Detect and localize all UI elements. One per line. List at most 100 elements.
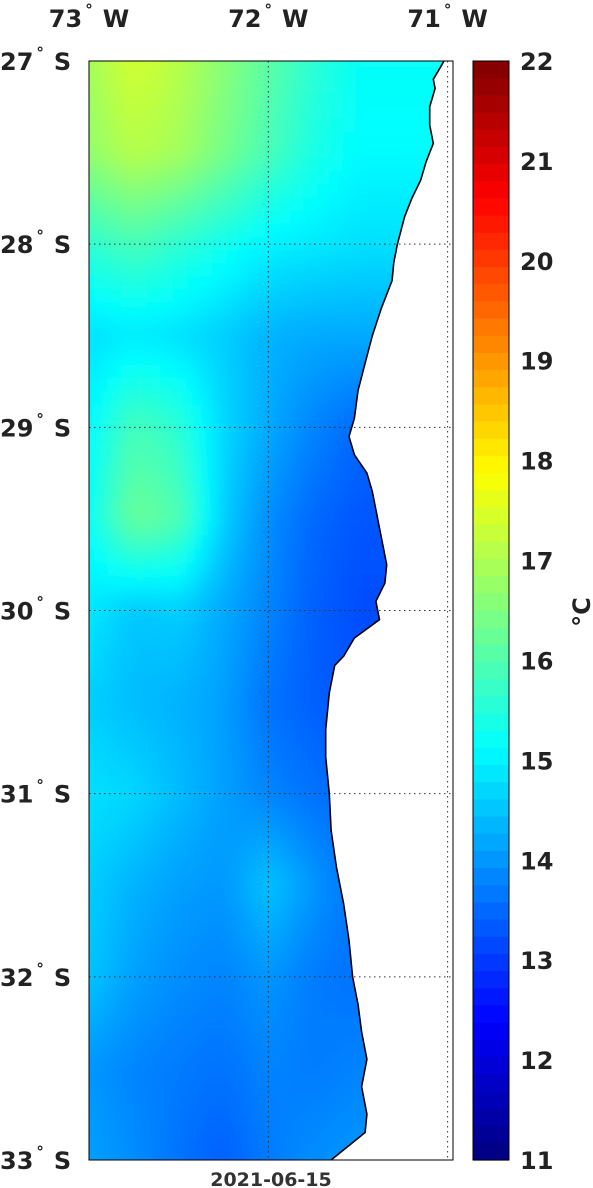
sst-cell	[199, 340, 213, 354]
sst-cell	[225, 977, 239, 991]
sst-cell	[290, 535, 304, 549]
sst-cell	[290, 392, 304, 406]
sst-cell	[329, 574, 343, 588]
sst-cell	[160, 145, 174, 159]
sst-cell	[459, 405, 473, 419]
colorbar-band	[473, 301, 509, 320]
sst-cell	[238, 1055, 252, 1069]
sst-cell	[251, 561, 265, 575]
sst-cell	[342, 1029, 356, 1043]
colorbar-band	[473, 558, 509, 577]
sst-cell	[95, 1094, 109, 1108]
sst-cell	[121, 171, 135, 185]
sst-cell	[199, 1055, 213, 1069]
degree-symbol: °	[36, 410, 44, 428]
sst-cell	[355, 613, 369, 627]
sst-cell	[147, 1146, 161, 1160]
sst-cell	[238, 639, 252, 653]
sst-cell	[381, 132, 395, 146]
sst-cell	[121, 353, 135, 367]
sst-cell	[225, 808, 239, 822]
sst-cell	[160, 1172, 174, 1186]
sst-cell	[121, 665, 135, 679]
sst-cell	[147, 626, 161, 640]
sst-cell	[433, 1159, 447, 1160]
sst-cell	[264, 249, 278, 263]
sst-cell	[108, 470, 122, 484]
sst-cell	[238, 106, 252, 120]
sst-cell	[225, 483, 239, 497]
sst-cell	[394, 119, 408, 133]
sst-cell	[290, 106, 304, 120]
sst-cell	[290, 223, 304, 237]
sst-cell	[134, 80, 148, 94]
sst-cell	[329, 301, 343, 315]
sst-cell	[147, 574, 161, 588]
sst-cell	[95, 795, 109, 809]
sst-cell	[290, 379, 304, 393]
sst-cell	[160, 600, 174, 614]
sst-cell	[212, 288, 226, 302]
sst-cell	[368, 93, 382, 107]
sst-cell	[212, 106, 226, 120]
sst-cell	[160, 275, 174, 289]
sst-cell	[134, 223, 148, 237]
sst-cell	[277, 470, 291, 484]
sst-cell	[303, 951, 317, 965]
sst-cell	[290, 912, 304, 926]
sst-cell	[89, 444, 96, 458]
sst-cell	[303, 197, 317, 211]
sst-cell	[329, 964, 343, 978]
sst-cell	[121, 314, 135, 328]
sst-cell	[316, 912, 330, 926]
sst-cell	[251, 574, 265, 588]
sst-cell	[277, 457, 291, 471]
sst-cell	[290, 145, 304, 159]
sst-cell	[147, 834, 161, 848]
sst-cell	[303, 756, 317, 770]
sst-cell	[446, 1159, 453, 1160]
sst-cell	[89, 470, 96, 484]
sst-cell	[147, 522, 161, 536]
sst-cell	[108, 61, 122, 68]
sst-cell	[290, 1068, 304, 1082]
sst-cell	[329, 184, 343, 198]
sst-cell	[160, 444, 174, 458]
sst-cell	[316, 613, 330, 627]
sst-cell	[199, 67, 213, 81]
sst-cell	[134, 548, 148, 562]
sst-cell	[199, 990, 213, 1004]
sst-cell	[342, 600, 356, 614]
sst-cell	[121, 1159, 135, 1160]
sst-cell	[160, 1042, 174, 1056]
sst-cell	[225, 691, 239, 705]
sst-cell	[277, 613, 291, 627]
sst-cell	[264, 275, 278, 289]
sst-cell	[316, 1146, 330, 1160]
sst-cell	[186, 288, 200, 302]
sst-cell	[69, 678, 83, 692]
sst-cell	[199, 379, 213, 393]
sst-cell	[225, 574, 239, 588]
sst-cell	[355, 587, 369, 601]
sst-cell	[459, 1016, 473, 1030]
sst-cell	[238, 613, 252, 627]
sst-cell	[134, 756, 148, 770]
sst-cell	[95, 366, 109, 380]
sst-cell	[277, 652, 291, 666]
sst-cell	[264, 886, 278, 900]
colorbar-band	[473, 112, 509, 131]
sst-cell	[225, 132, 239, 146]
sst-cell	[251, 834, 265, 848]
sst-cell	[134, 691, 148, 705]
sst-cell	[264, 158, 278, 172]
sst-cell	[121, 431, 135, 445]
sst-cell	[264, 574, 278, 588]
sst-cell	[225, 158, 239, 172]
sst-cell	[238, 262, 252, 276]
sst-cell	[121, 80, 135, 94]
sst-cell	[316, 353, 330, 367]
sst-cell	[394, 61, 408, 68]
sst-cell	[290, 236, 304, 250]
sst-cell	[303, 678, 317, 692]
